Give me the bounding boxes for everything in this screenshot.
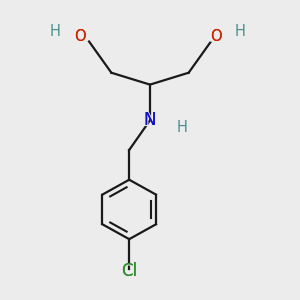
- Text: Cl: Cl: [121, 262, 137, 280]
- Text: N: N: [144, 111, 156, 129]
- Text: H: H: [235, 24, 246, 39]
- Text: H: H: [177, 120, 188, 135]
- Text: O: O: [210, 29, 221, 44]
- Text: Cl: Cl: [119, 262, 140, 281]
- Text: N: N: [144, 111, 156, 129]
- Text: O: O: [210, 29, 221, 44]
- Text: Cl: Cl: [121, 262, 137, 280]
- Text: O: O: [74, 27, 91, 46]
- Text: O: O: [74, 29, 86, 44]
- Text: H: H: [50, 24, 61, 39]
- Text: O: O: [74, 29, 86, 44]
- Text: N: N: [142, 111, 158, 130]
- Text: O: O: [205, 27, 221, 46]
